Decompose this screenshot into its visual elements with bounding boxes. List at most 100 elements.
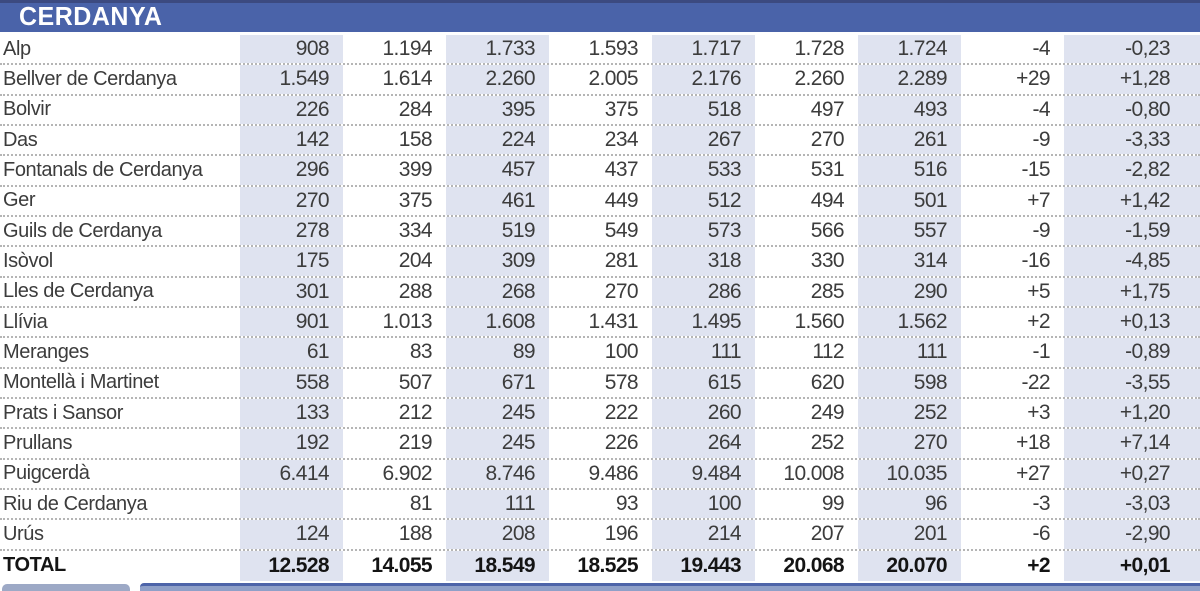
value-cell: 1.608: [446, 307, 549, 337]
value-cell: 270: [604, 279, 639, 303]
municipality-name: Riu de Cerdanya: [3, 492, 148, 515]
value-cell: 1.560: [794, 310, 844, 334]
value-cell: +0,27: [1064, 459, 1200, 488]
value-cell: 99: [821, 492, 845, 516]
value-cell: 1.733: [446, 35, 549, 64]
value-cell: 19.443: [652, 550, 755, 581]
table-row: Ger 270 375 461 449 512 494 501 +7 +1,42: [0, 186, 1200, 217]
value-cell: 1.724: [858, 35, 961, 64]
value-cell: +2: [1027, 553, 1050, 577]
table-row: Fontanals de Cerdanya 296 399 457 437 533 531 5…: [0, 156, 1200, 187]
value-cell: 207: [810, 522, 845, 546]
value-cell: 204: [398, 249, 433, 273]
municipality-name: Meranges: [3, 340, 89, 363]
value-cell: 81: [409, 492, 433, 516]
value-cell: -4: [1032, 37, 1051, 61]
value-cell: 671: [446, 368, 549, 397]
value-cell: 245: [446, 398, 549, 428]
value-cell: 531: [810, 158, 845, 182]
municipality-name: Bolvir: [3, 98, 51, 121]
value-cell: 245: [446, 429, 549, 458]
value-cell: 61: [240, 338, 343, 367]
value-cell: 566: [810, 219, 845, 243]
value-cell: 281: [604, 249, 639, 273]
table-row: Montellà i Martinet 558 507 671 578 615 620 598…: [0, 368, 1200, 399]
value-cell: 224: [446, 125, 549, 155]
value-cell: -0,23: [1064, 35, 1200, 64]
municipality-name: Urús: [3, 522, 44, 545]
value-cell: -3,33: [1064, 125, 1200, 155]
value-cell: 6.414: [240, 459, 343, 488]
value-cell: -15: [1021, 158, 1050, 182]
value-cell: 461: [446, 186, 549, 215]
value-cell: 83: [409, 340, 433, 364]
value-cell: 558: [240, 368, 343, 397]
value-cell: -3: [1032, 492, 1051, 516]
value-cell: 192: [240, 429, 343, 458]
value-cell: +0,01: [1064, 550, 1200, 581]
value-cell: 395: [446, 95, 549, 124]
value-cell: 286: [652, 277, 755, 306]
value-cell: 249: [810, 401, 845, 425]
value-cell: -3,03: [1064, 489, 1200, 519]
value-cell: 449: [604, 188, 639, 212]
value-cell: 457: [446, 156, 549, 185]
value-cell: -6: [1032, 522, 1051, 546]
value-cell: -0,80: [1064, 95, 1200, 124]
value-cell: +27: [1016, 461, 1050, 485]
value-cell: 318: [652, 247, 755, 276]
value-cell: -9: [1032, 128, 1051, 152]
value-cell: 10.035: [858, 459, 961, 488]
value-cell: 267: [652, 125, 755, 155]
value-cell: 288: [398, 279, 433, 303]
table-row: Riu de Cerdanya 81 111 93 100 99 96 -3 -3,03: [0, 489, 1200, 521]
value-cell: 214: [652, 520, 755, 549]
value-cell: 18.549: [446, 550, 549, 581]
table-row: Bolvir 226 284 395 375 518 497 493 -4 -0,80: [0, 95, 1200, 126]
value-cell: 10.008: [783, 461, 844, 485]
value-cell: 399: [398, 158, 433, 182]
table-row: Prullans 192 219 245 226 264 252 270 +18 +7,14: [0, 429, 1200, 460]
value-cell: +1,75: [1064, 277, 1200, 306]
value-cell: +3: [1027, 401, 1050, 425]
value-cell: 212: [398, 401, 433, 425]
value-cell: 20.070: [858, 550, 961, 581]
value-cell: 261: [858, 125, 961, 155]
value-cell: 111: [652, 338, 755, 367]
value-cell: 1.562: [858, 307, 961, 337]
table-row: Isòvol 175 204 309 281 318 330 314 -16 -4,85: [0, 247, 1200, 278]
value-cell: 14.055: [371, 553, 432, 577]
municipality-name: Puigcerdà: [3, 462, 90, 485]
value-cell: 314: [858, 247, 961, 276]
municipality-name: Guils de Cerdanya: [3, 219, 162, 242]
municipality-name: Das: [3, 128, 38, 151]
value-cell: 501: [858, 186, 961, 215]
table-row: Urús 124 188 208 196 214 207 201 -6 -2,90: [0, 520, 1200, 551]
value-cell: 270: [240, 186, 343, 215]
table-row: Llívia 901 1.013 1.608 1.431 1.495 1.560 1.562 +…: [0, 307, 1200, 339]
value-cell: 573: [652, 216, 755, 246]
value-cell: +7: [1027, 188, 1050, 212]
value-cell: +5: [1027, 279, 1050, 303]
value-cell: 301: [240, 277, 343, 306]
value-cell: 296: [240, 156, 343, 185]
value-cell: -16: [1021, 249, 1050, 273]
value-cell: 309: [446, 247, 549, 276]
value-cell: 1.194: [382, 37, 432, 61]
value-cell: 549: [604, 219, 639, 243]
value-cell: 615: [652, 368, 755, 397]
value-cell: -22: [1021, 370, 1050, 394]
value-cell: 2.289: [858, 65, 961, 94]
total-label: TOTAL: [3, 554, 66, 577]
value-cell: 507: [398, 370, 433, 394]
value-cell: 96: [858, 489, 961, 519]
value-cell: 142: [240, 125, 343, 155]
value-cell: 2.260: [446, 65, 549, 94]
value-cell: 133: [240, 398, 343, 428]
value-cell: 598: [858, 368, 961, 397]
value-cell: 100: [652, 489, 755, 519]
value-cell: 2.176: [652, 65, 755, 94]
value-cell: 334: [398, 219, 433, 243]
value-cell: 111: [858, 338, 961, 367]
table-row: Das 142 158 224 234 267 270 261 -9 -3,33: [0, 125, 1200, 157]
